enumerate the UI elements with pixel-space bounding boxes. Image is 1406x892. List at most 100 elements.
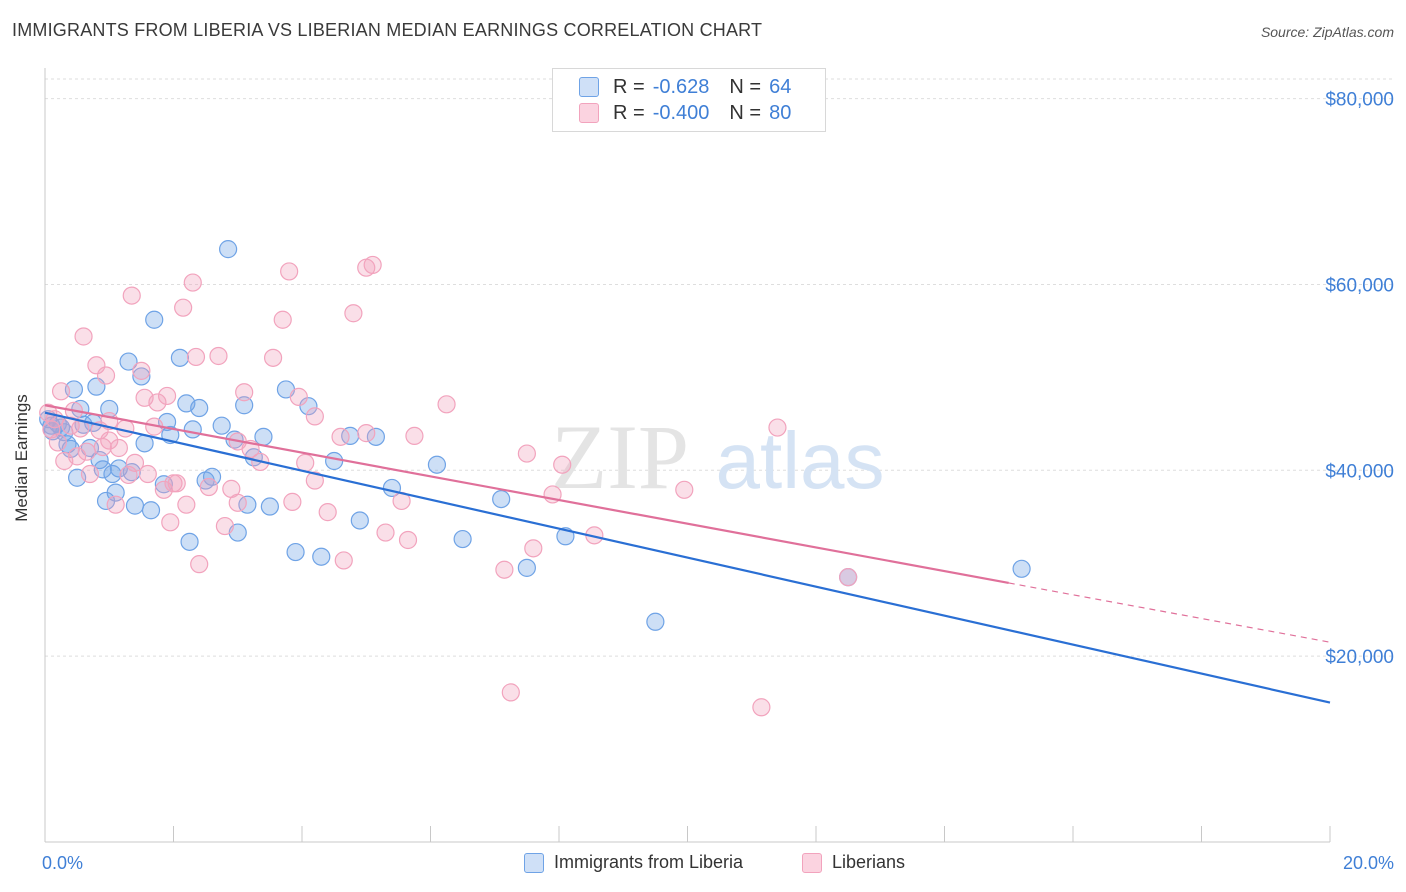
data-point [437,395,456,414]
data-point [289,387,308,406]
chart-title: IMMIGRANTS FROM LIBERIA VS LIBERIAN MEDI… [12,20,763,40]
watermark-zip: ZIP [551,406,689,508]
y-tick-label: $40,000 [1325,461,1394,482]
data-point [350,511,369,530]
source-label: Source: ZipAtlas.com [1260,24,1394,40]
data-point [334,551,353,570]
data-point [517,444,536,463]
bottom-legend-swatch-pink [802,852,822,873]
legend-n-label: N = [729,101,762,124]
data-point [174,298,193,317]
data-point [122,286,141,305]
watermark: ZIP atlas [551,406,884,508]
data-point [495,560,514,579]
grid-lines [45,78,1392,657]
data-point [501,683,520,702]
data-point [453,529,472,549]
data-point [254,427,273,446]
bottom-legend-label: Liberians [832,852,906,872]
data-point [183,273,202,292]
data-point [202,467,222,486]
data-point [96,366,116,385]
data-point [305,407,324,426]
data-point [839,568,858,587]
data-point [164,474,183,493]
data-point [280,262,299,281]
data-point [51,382,71,401]
trend-line-liberians [44,404,1009,585]
bottom-legend-liberians: Liberians [802,852,905,873]
legend-swatch-pink [579,103,599,123]
x-tick-label-min: 0.0% [42,853,83,873]
data-point [305,471,324,490]
data-point [132,367,151,386]
legend-row-liberians: R = -0.400 N = 80 [579,101,791,125]
data-point [157,386,177,406]
trend-line-liberians-extension [1008,582,1331,643]
data-point [148,393,167,412]
x-tick-labels: 0.0% 20.0% [42,853,1394,873]
data-point [228,493,247,512]
series-points-1 [39,255,858,717]
data-point [219,240,238,259]
data-point [190,398,209,418]
legend-n-value: 80 [769,101,792,124]
y-tick-label: $80,000 [1325,90,1394,111]
bottom-legend-liberia: Immigrants from Liberia [524,852,743,873]
data-point [119,465,138,485]
data-points [39,240,1031,717]
correlation-legend: R = -0.628 N = 64 R = -0.400 N = 80 [552,68,826,132]
data-point [74,327,93,346]
data-point [125,496,145,515]
data-point [100,431,119,450]
data-point [235,383,254,402]
data-point [405,426,424,446]
data-point [398,530,418,550]
data-point [161,513,180,532]
data-point [427,455,447,474]
data-point [186,347,206,367]
legend-r-value: -0.400 [652,101,710,124]
data-point [492,490,511,509]
data-point [768,418,787,437]
y-tick-label: $20,000 [1325,647,1394,668]
data-point [170,348,190,367]
data-point [299,397,318,416]
data-point [183,420,202,439]
data-point [1012,559,1031,578]
legend-r-label: R = [613,75,645,98]
data-point [517,558,536,577]
axes [44,68,1331,843]
legend-row-liberia: R = -0.628 N = 64 [579,75,791,99]
data-point [80,464,100,484]
data-point [296,453,315,472]
data-point [260,497,279,516]
data-point [376,523,395,542]
legend-swatch-blue [579,77,599,97]
legend-r-value: -0.628 [652,75,710,98]
data-point [553,455,572,474]
data-point [524,539,543,558]
data-point [145,310,164,329]
data-point [215,516,234,536]
bottom-legend-label: Immigrants from Liberia [554,852,744,872]
data-point [273,310,292,329]
data-point [177,495,196,514]
data-point [675,480,694,499]
data-point [199,477,218,497]
trend-line-liberia [44,411,1331,704]
data-point [68,447,87,466]
data-point [138,464,157,484]
data-point [357,424,376,443]
data-point [363,255,382,275]
data-point [235,396,254,415]
bottom-legend-swatch-blue [524,852,544,873]
data-point [366,427,385,446]
data-point [190,555,209,574]
data-point [283,492,302,511]
data-point [263,348,283,367]
watermark-atlas: atlas [716,416,885,505]
data-point [646,612,665,631]
data-point [119,352,138,371]
